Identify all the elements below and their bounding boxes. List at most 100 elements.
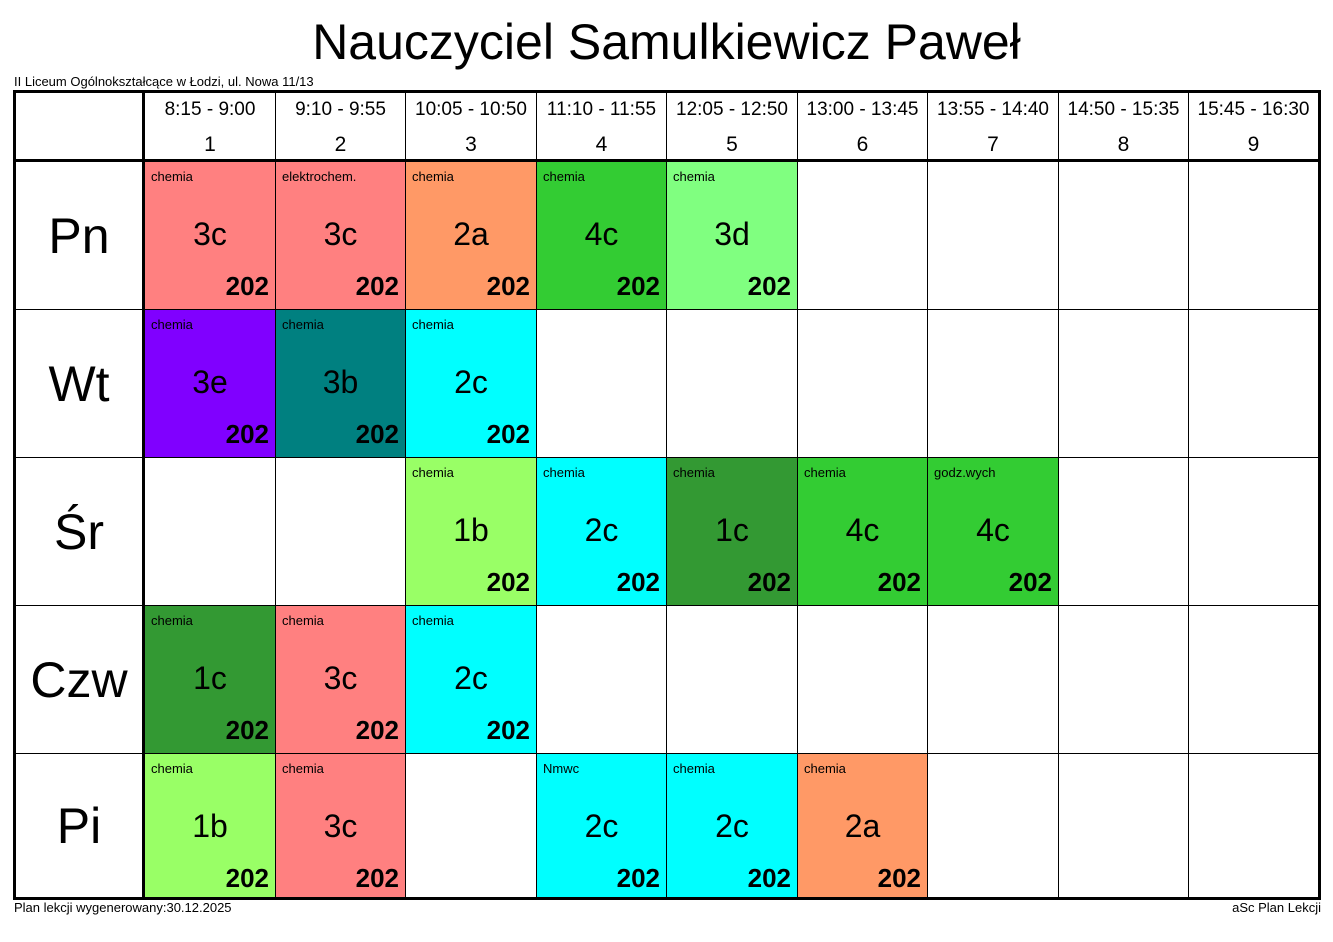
period-header-8: 14:50 - 15:35 8 [1059, 93, 1189, 159]
lesson-cell: Nmwc 2c 202 [537, 754, 667, 897]
empty-cell [276, 458, 406, 606]
lesson-cell: chemia 2c 202 [406, 606, 537, 754]
lesson-class: 2c [584, 808, 619, 844]
lesson-room: 202 [747, 271, 791, 301]
lesson-room: 202 [225, 863, 269, 893]
lesson-subject: chemia [151, 613, 193, 628]
empty-cell [1189, 754, 1318, 897]
lesson-cell: chemia 1b 202 [145, 754, 276, 897]
lesson-subject: chemia [151, 169, 193, 184]
lesson-class: 2c [454, 660, 488, 696]
lesson-cell: godz.wych 4c 202 [928, 458, 1059, 606]
empty-cell [798, 310, 928, 458]
lesson-subject: chemia [282, 317, 324, 332]
lesson-subject: chemia [804, 465, 846, 480]
day-label: Wt [16, 310, 145, 458]
lesson-room: 202 [486, 271, 530, 301]
day-label: Pi [16, 754, 145, 897]
empty-cell [1189, 458, 1318, 606]
period-time: 14:50 - 15:35 [1067, 99, 1180, 120]
lesson-room: 202 [486, 567, 530, 597]
lesson-class: 2a [844, 808, 881, 844]
period-time: 11:10 - 11:55 [546, 99, 657, 120]
lesson-class: 3e [192, 364, 228, 400]
lesson-room: 202 [355, 863, 399, 893]
empty-cell [1059, 754, 1189, 897]
lesson-subject: elektrochem. [282, 169, 357, 184]
period-header-5: 12:05 - 12:50 5 [667, 93, 798, 159]
lesson-cell: chemia 2a 202 [406, 162, 537, 310]
timetable-grid: 8:15 - 9:00 1 9:10 - 9:55 2 10:05 - 10:50 3 11… [13, 90, 1321, 900]
lesson-class: 1c [193, 660, 227, 696]
period-number: 4 [595, 133, 608, 156]
lesson-class: 3d [714, 216, 750, 252]
lesson-cell: chemia 2a 202 [798, 754, 928, 897]
period-number: 1 [204, 133, 216, 156]
period-number: 9 [1247, 133, 1260, 156]
school-name: II Liceum Ogólnokształcące w Łodzi, ul. … [14, 74, 314, 89]
empty-cell [667, 310, 798, 458]
lesson-room: 202 [225, 419, 269, 449]
period-time: 13:55 - 14:40 [937, 99, 1049, 120]
lesson-subject: chemia [673, 169, 715, 184]
period-number: 8 [1117, 133, 1130, 156]
lesson-subject: chemia [412, 465, 454, 480]
lesson-cell: chemia 4c 202 [537, 162, 667, 310]
empty-cell [798, 162, 928, 310]
lesson-subject: Nmwc [543, 761, 580, 776]
lesson-cell: chemia 3b 202 [276, 310, 406, 458]
lesson-subject: chemia [673, 465, 715, 480]
empty-cell [1059, 458, 1189, 606]
period-header-row: 8:15 - 9:00 1 9:10 - 9:55 2 10:05 - 10:50 3 11… [16, 93, 1318, 162]
period-header-2: 9:10 - 9:55 2 [276, 93, 406, 159]
lesson-room: 202 [355, 419, 399, 449]
lesson-cell: chemia 1c 202 [667, 458, 798, 606]
empty-cell [1189, 162, 1318, 310]
lesson-subject: chemia [282, 761, 324, 776]
lesson-class: 4c [845, 512, 880, 548]
day-label: Pn [16, 162, 145, 310]
lesson-class: 1b [453, 512, 489, 548]
lesson-room: 202 [355, 271, 399, 301]
lesson-cell: chemia 3c 202 [145, 162, 276, 310]
lesson-subject: chemia [804, 761, 846, 776]
lesson-room: 202 [355, 715, 399, 745]
lesson-room: 202 [877, 567, 921, 597]
lesson-cell: chemia 3c 202 [276, 606, 406, 754]
period-header-6: 13:00 - 13:45 6 [798, 93, 928, 159]
lesson-subject: chemia [282, 613, 324, 628]
day-label: Czw [16, 606, 145, 754]
header-corner [16, 93, 145, 159]
lesson-class: 3c [323, 660, 358, 696]
period-time: 9:10 - 9:55 [295, 99, 386, 120]
day-label: Śr [16, 458, 145, 606]
lesson-cell: chemia 1b 202 [406, 458, 537, 606]
lesson-room: 202 [225, 715, 269, 745]
lesson-room: 202 [225, 271, 269, 301]
empty-cell [406, 754, 537, 897]
lesson-class: 2c [454, 364, 488, 400]
lesson-class: 4c [584, 216, 619, 252]
lesson-subject: chemia [673, 761, 715, 776]
lesson-cell: chemia 1c 202 [145, 606, 276, 754]
lesson-room: 202 [877, 863, 921, 893]
page-title: Nauczyciel Samulkiewicz Paweł [312, 14, 1021, 70]
empty-cell [1189, 606, 1318, 754]
lesson-room: 202 [616, 863, 660, 893]
lesson-class: 3c [323, 808, 358, 844]
period-header-1: 8:15 - 9:00 1 [145, 93, 276, 159]
empty-cell [928, 606, 1059, 754]
lesson-class: 3b [322, 364, 359, 400]
lesson-class: 1b [192, 808, 228, 844]
period-time: 12:05 - 12:50 [676, 99, 788, 120]
empty-cell [928, 754, 1059, 897]
lesson-room: 202 [616, 567, 660, 597]
lesson-class: 3c [323, 216, 358, 252]
empty-cell [667, 606, 798, 754]
lesson-class: 3c [193, 216, 227, 252]
period-time: 13:00 - 13:45 [806, 99, 919, 120]
empty-cell [1059, 606, 1189, 754]
generated-date: Plan lekcji wygenerowany:30.12.2025 [14, 900, 232, 915]
period-header-9: 15:45 - 16:30 9 [1189, 93, 1318, 159]
period-header-4: 11:10 - 11:55 4 [537, 93, 667, 159]
